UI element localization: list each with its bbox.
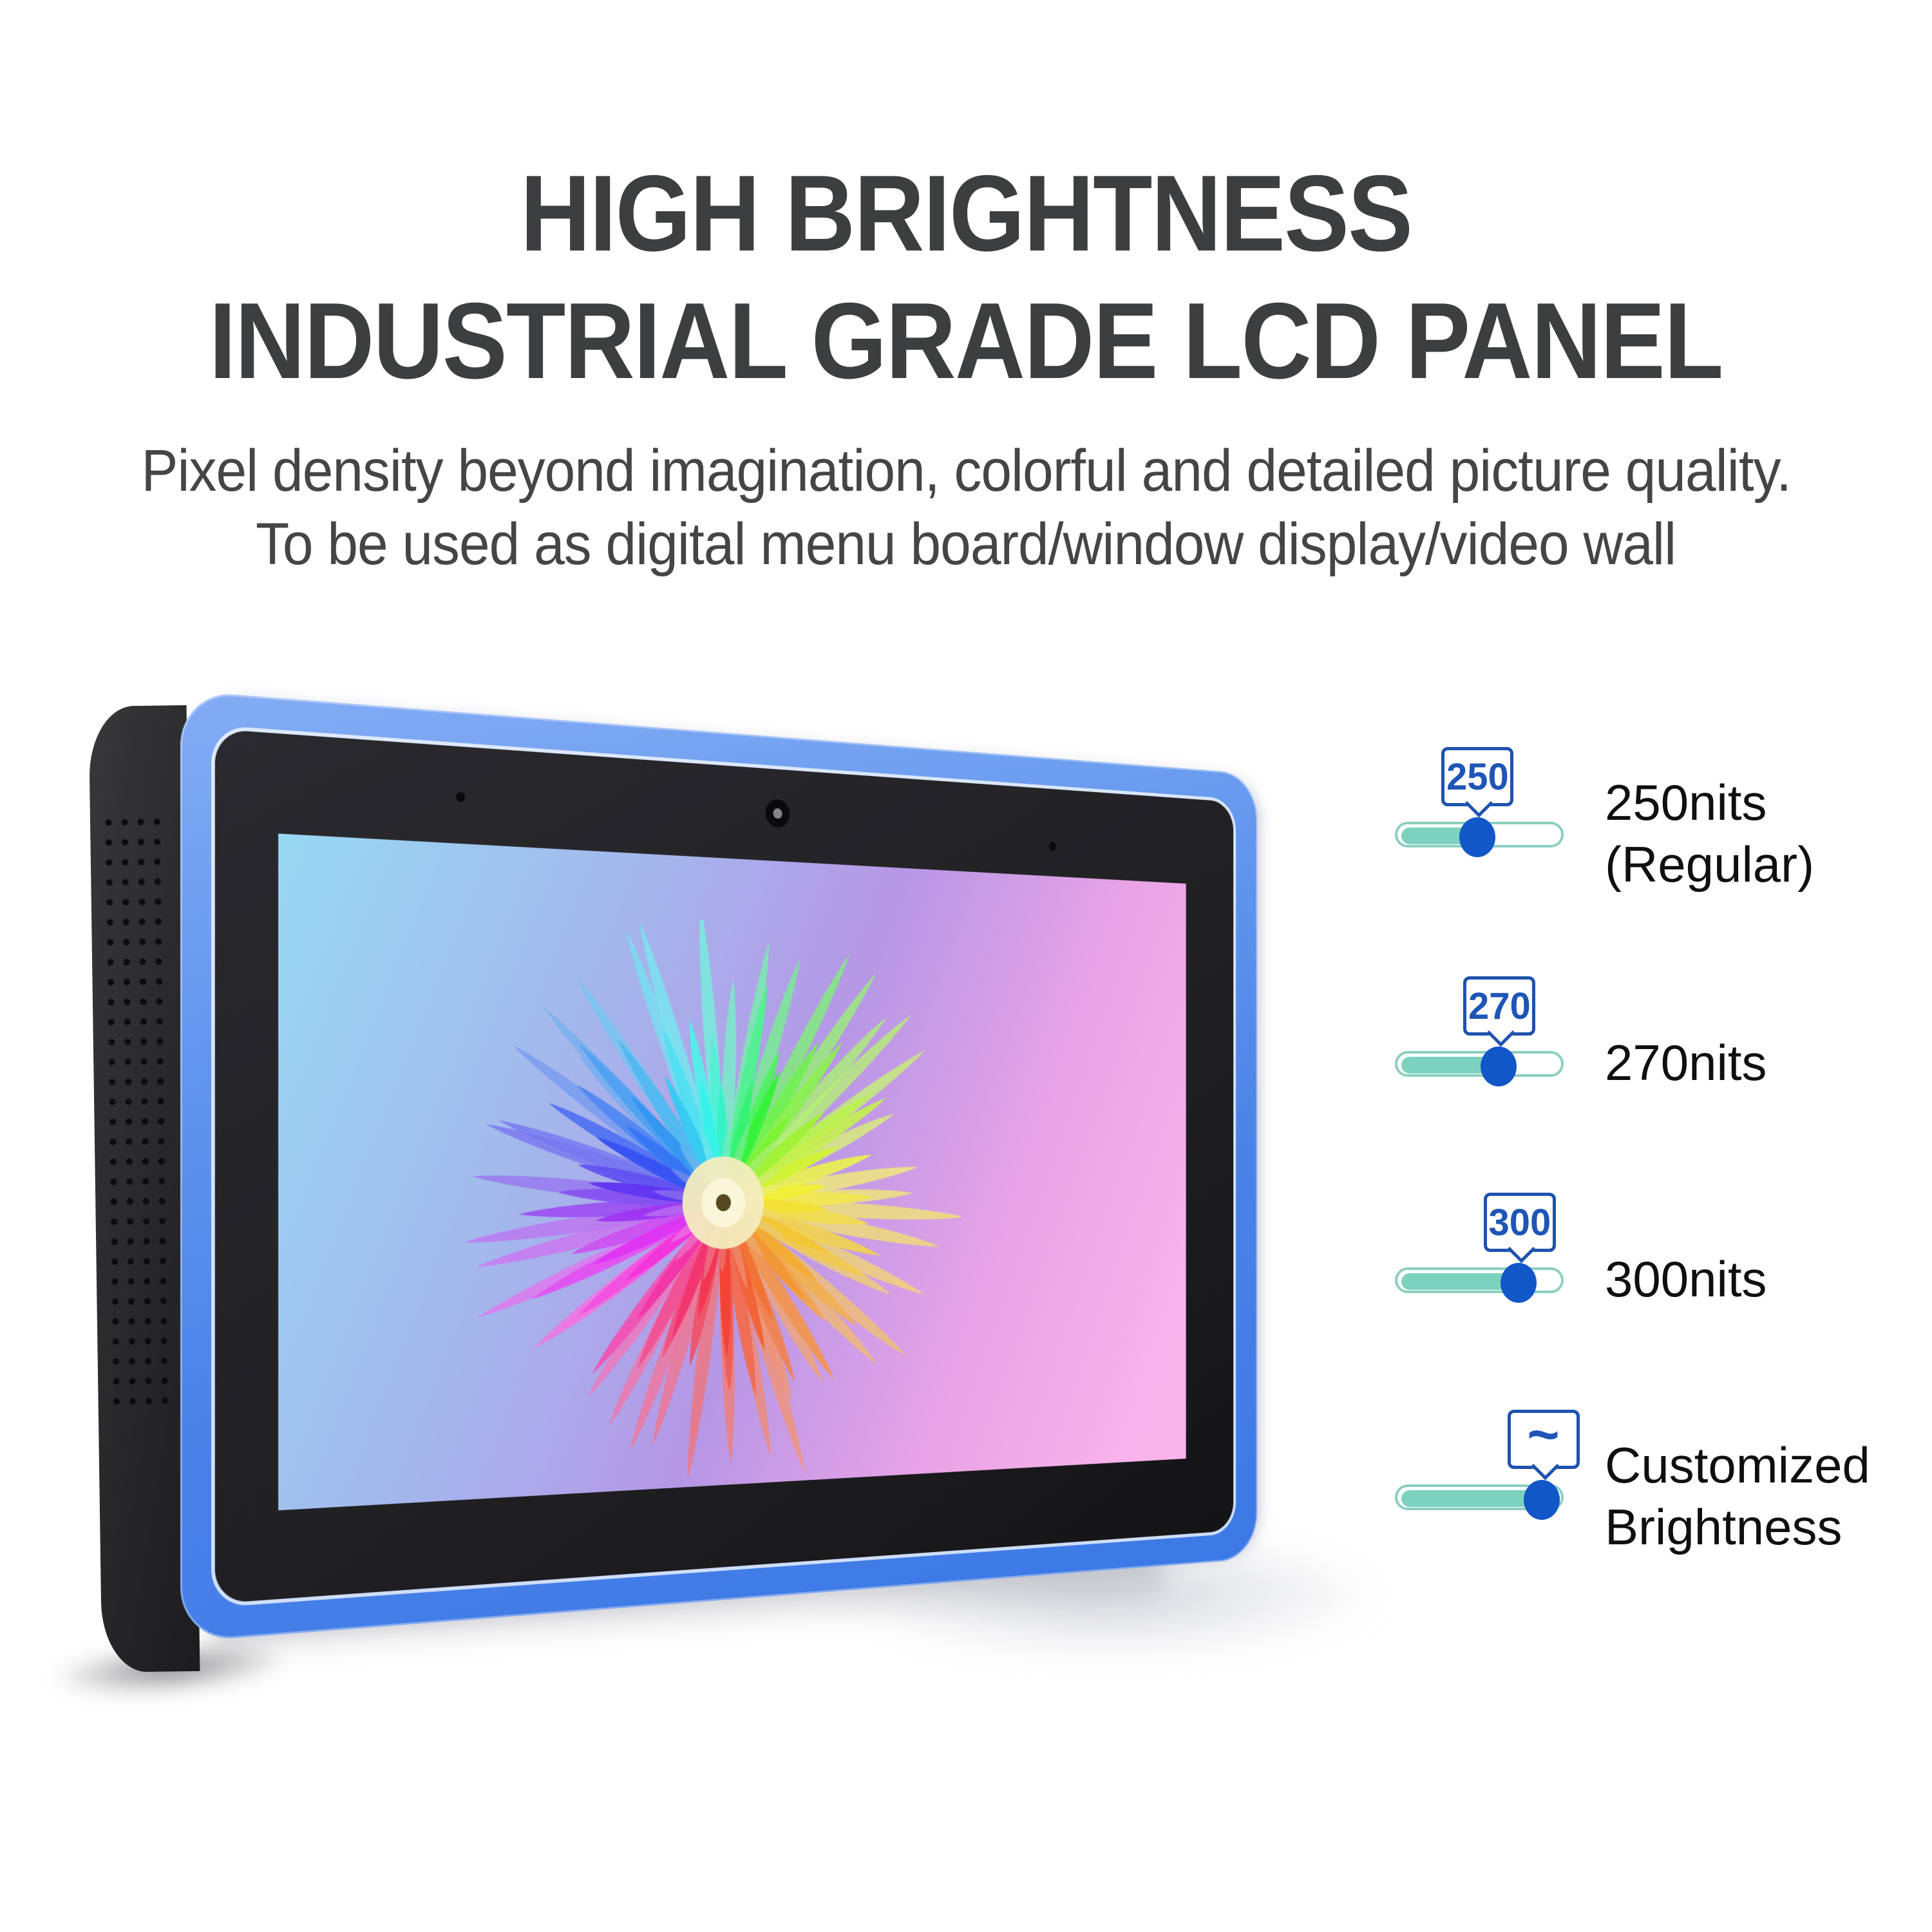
subtitle-line1: Pixel density beyond imagination, colorf… — [141, 438, 1792, 504]
camera-icon — [765, 799, 790, 828]
brightness-slider-250: 250 250nits (Regular) — [1395, 747, 1814, 893]
tablet-device — [88, 690, 1319, 1672]
slider-label: Customized Brightness — [1605, 1437, 1870, 1555]
page-title-line2: INDUSTRIAL GRADE LCD PANEL — [209, 280, 1724, 401]
slider-track[interactable] — [1395, 1046, 1564, 1086]
slider-fill — [1401, 1273, 1516, 1290]
slider-knob[interactable] — [1481, 1046, 1517, 1086]
mic-dot-right — [1048, 842, 1056, 851]
header: HIGH BRIGHTNESS INDUSTRIAL GRADE LCD PAN… — [0, 149, 1932, 581]
slider-value-text: 270 — [1468, 985, 1531, 1027]
slider-value-bubble: 270 — [1463, 976, 1536, 1036]
page-title-row1: HIGH BRIGHTNESS — [0, 149, 1932, 277]
slider-value-text: 300 — [1488, 1201, 1551, 1244]
slider-knob[interactable] — [1459, 817, 1496, 857]
subtitle: Pixel density beyond imagination, colorf… — [0, 434, 1932, 581]
slider-track[interactable] — [1395, 1263, 1564, 1303]
slider-label: 270nits — [1605, 1034, 1767, 1091]
tablet-front-frame — [180, 690, 1258, 1642]
slider-value-bubble: 300 — [1483, 1193, 1556, 1252]
slider-value-bubble: ~ — [1507, 1404, 1580, 1469]
slider-knob[interactable] — [1523, 1480, 1560, 1520]
slider-label: 250nits (Regular) — [1605, 774, 1815, 893]
brightness-slider-custom: ~ Customized Brightness — [1395, 1407, 1870, 1555]
mic-dot-left — [455, 791, 465, 802]
brightness-slider-300: 300 300nits — [1395, 1193, 1767, 1307]
slider-fill — [1401, 1490, 1539, 1507]
flower-wallpaper — [464, 909, 961, 1479]
slider-value-text: ~ — [1527, 1404, 1560, 1466]
subtitle-line2: To be used as digital menu board/window … — [256, 511, 1676, 577]
speaker-vent-holes — [100, 811, 173, 1418]
page-title-line1: HIGH BRIGHTNESS — [520, 153, 1413, 274]
slider-track[interactable] — [1395, 1480, 1564, 1520]
tablet-bezel — [214, 728, 1234, 1604]
slider-track[interactable] — [1395, 817, 1564, 857]
page-title-row2: INDUSTRIAL GRADE LCD PANEL — [0, 277, 1932, 404]
slider-fill — [1401, 1057, 1497, 1074]
brightness-slider-270: 270 270nits — [1395, 976, 1767, 1091]
slider-label: 300nits — [1605, 1251, 1767, 1307]
slider-knob[interactable] — [1500, 1263, 1537, 1303]
tablet-screen — [278, 833, 1186, 1511]
slider-value-bubble: 250 — [1441, 747, 1514, 806]
slider-value-text: 250 — [1446, 755, 1509, 798]
